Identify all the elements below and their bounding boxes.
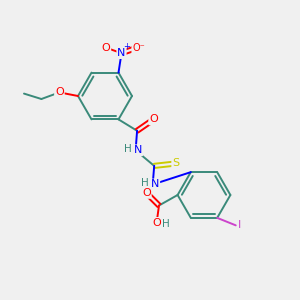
Text: O: O	[149, 114, 158, 124]
Text: O: O	[55, 87, 64, 98]
Text: N: N	[117, 48, 126, 58]
Text: +: +	[123, 42, 130, 51]
Text: O: O	[101, 43, 110, 53]
Text: N: N	[151, 179, 159, 190]
Text: O⁻: O⁻	[132, 43, 145, 53]
Text: H: H	[141, 178, 149, 188]
Text: N: N	[134, 145, 142, 155]
Text: H: H	[162, 219, 170, 230]
Text: O: O	[152, 218, 161, 228]
Text: H: H	[124, 144, 132, 154]
Text: S: S	[172, 158, 179, 169]
Text: I: I	[238, 220, 241, 230]
Text: O: O	[142, 188, 151, 198]
